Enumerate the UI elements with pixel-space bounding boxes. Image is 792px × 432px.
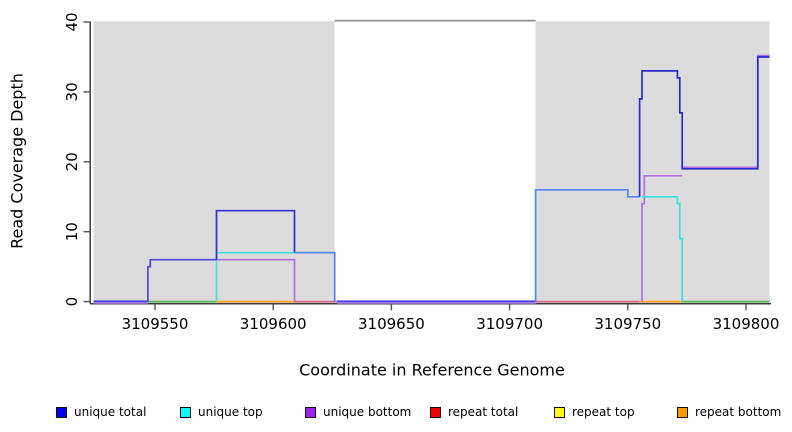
x-tick-label: 3109750: [594, 315, 661, 333]
y-tick-label: 40: [63, 12, 81, 31]
unique-total-line: [638, 56, 770, 197]
x-tick-label: 3109550: [122, 315, 189, 333]
unique-total-line: [534, 188, 640, 302]
y-tick-label: 30: [63, 82, 81, 101]
unique-bottom-line: [641, 174, 683, 302]
x-tick-label: 3109700: [476, 315, 543, 333]
y-tick-label: 20: [63, 152, 81, 171]
unique-total-line: [294, 251, 336, 302]
y-axis-title: Read Coverage Depth: [7, 73, 27, 249]
repeat-region-shading: [93, 21, 335, 304]
x-tick-label: 3109650: [358, 315, 425, 333]
unique-total-line: [215, 209, 296, 260]
y-tick-label: 10: [63, 222, 81, 241]
x-axis-title: Coordinate in Reference Genome: [299, 360, 565, 380]
unique-total-line: [147, 258, 217, 302]
repeat-region-shading: [535, 21, 770, 304]
y-tick-label: 0: [63, 297, 81, 307]
x-tick-label: 3109600: [240, 315, 307, 333]
unique-top-line: [642, 195, 684, 302]
unique-bottom-line: [216, 258, 296, 302]
x-tick-label: 3109800: [713, 315, 780, 333]
